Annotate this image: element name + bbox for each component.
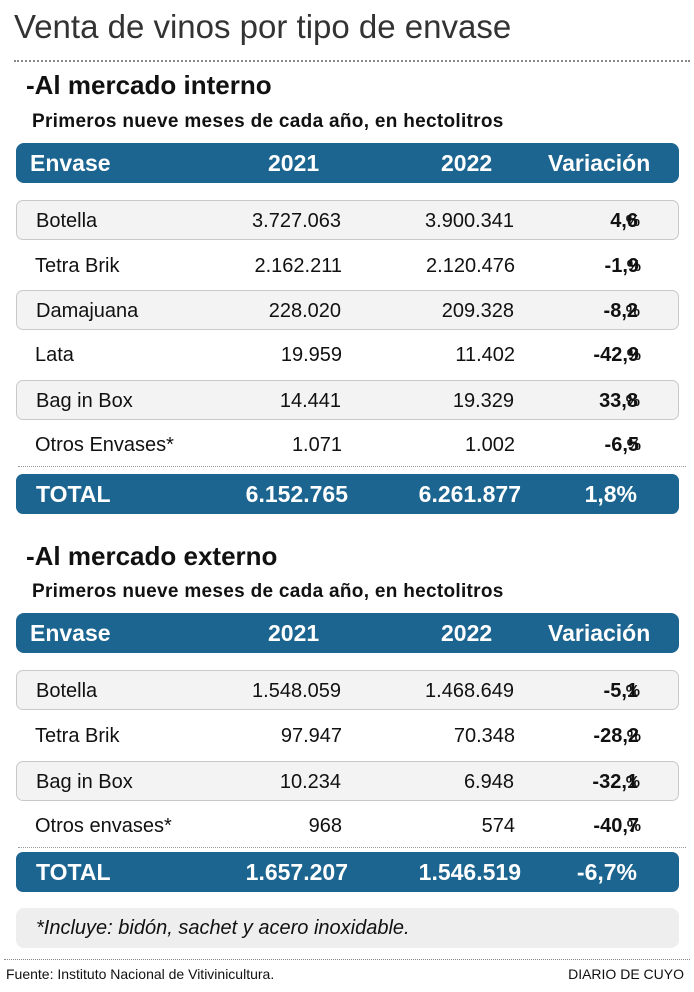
row-envase: Damajuana [36, 300, 139, 322]
total-2022: 6.261.877 [418, 481, 521, 507]
row-2022: 574 [481, 815, 515, 837]
row-variacion: -1,9 [604, 255, 639, 277]
row-percent: % [626, 437, 641, 454]
header-2022: 2022 [441, 150, 493, 176]
row-2022: 11.402 [455, 344, 515, 366]
footnote-text: *Incluye: bidón, sachet y acero inoxidab… [36, 917, 410, 939]
title-divider [14, 60, 690, 62]
row-2021: 1.071 [291, 434, 342, 456]
total-2022: 1.546.519 [418, 859, 521, 885]
row-percent: % [626, 728, 641, 745]
table-header-interno: Envase 2021 2022 Variación [16, 143, 679, 183]
row-variacion: 33,8 [599, 390, 638, 412]
row-2022: 209.328 [441, 300, 514, 322]
row-2022: 6.948 [463, 771, 514, 793]
source-credit: Fuente: Instituto Nacional de Vitivinicu… [6, 966, 275, 982]
row-percent: % [625, 393, 640, 410]
row-2021: 97.947 [280, 725, 342, 747]
row-percent: % [625, 213, 640, 230]
row-2022: 1.468.649 [425, 680, 514, 702]
row-variacion: -5,1 [603, 680, 638, 702]
total-label: TOTAL [36, 859, 111, 885]
row-variacion: 4,6 [610, 210, 638, 232]
row-variacion: -28,2 [593, 725, 639, 747]
row-envase: Tetra Brik [35, 255, 120, 277]
row-2021: 1.548.059 [252, 680, 341, 702]
total-variacion: 1,8% [584, 481, 637, 507]
table-row: Damajuana 228.020 209.328 -8,2 % [16, 290, 679, 330]
table-row: Otros Envases* 1.071 1.002 -6,5 % [16, 425, 679, 465]
row-envase: Tetra Brik [35, 725, 120, 747]
row-2022: 70.348 [453, 725, 515, 747]
row-variacion: -42,9 [593, 344, 639, 366]
total-row-interno: TOTAL 6.152.765 6.261.877 1,8% [16, 474, 679, 514]
row-variacion: -8,2 [603, 300, 638, 322]
footer-divider [4, 959, 690, 960]
row-envase: Otros Envases* [35, 434, 174, 456]
total-label: TOTAL [36, 481, 111, 507]
row-variacion: -32,1 [592, 771, 638, 793]
section-title-externo: -Al mercado externo [26, 541, 278, 571]
row-envase: Bag in Box [36, 771, 133, 793]
table-row: Botella 1.548.059 1.468.649 -5,1 % [16, 670, 679, 710]
row-divider [18, 847, 686, 848]
row-envase: Otros envases* [35, 815, 172, 837]
row-percent: % [626, 818, 641, 835]
section-subtitle-externo: Primeros nueve meses de cada año, en hec… [32, 581, 504, 602]
table-row: Otros envases* 968 574 -40,7 % [16, 806, 679, 846]
row-2021: 968 [308, 815, 342, 837]
total-variacion: -6,7% [576, 859, 637, 885]
total-row-externo: TOTAL 1.657.207 1.546.519 -6,7% [16, 852, 679, 892]
table-row: Tetra Brik 97.947 70.348 -28,2 % [16, 716, 679, 756]
table-row: Bag in Box 10.234 6.948 -32,1 % [16, 761, 679, 801]
total-2021: 1.657.207 [245, 859, 348, 885]
row-percent: % [625, 683, 640, 700]
row-2021: 14.441 [279, 390, 341, 412]
header-2022: 2022 [441, 620, 493, 646]
page-title: Venta de vinos por tipo de envase [14, 8, 512, 45]
header-variacion: Variación [548, 620, 651, 646]
row-percent: % [626, 347, 641, 364]
section-title-interno: -Al mercado interno [26, 70, 272, 100]
row-percent: % [625, 774, 640, 791]
header-2021: 2021 [268, 620, 320, 646]
row-envase: Botella [36, 680, 98, 702]
row-variacion: -40,7 [593, 815, 639, 837]
row-percent: % [626, 258, 641, 275]
footnote-box: *Incluye: bidón, sachet y acero inoxidab… [16, 908, 679, 948]
row-2021: 3.727.063 [252, 210, 341, 232]
table-row: Bag in Box 14.441 19.329 33,8 % [16, 380, 679, 420]
table-row: Botella 3.727.063 3.900.341 4,6 % [16, 200, 679, 240]
row-2021: 2.162.211 [254, 255, 343, 277]
row-envase: Botella [36, 210, 98, 232]
row-2022: 3.900.341 [425, 210, 514, 232]
header-2021: 2021 [268, 150, 320, 176]
total-2021: 6.152.765 [245, 481, 348, 507]
row-2021: 228.020 [268, 300, 341, 322]
table-row: Lata 19.959 11.402 -42,9 % [16, 335, 679, 375]
row-percent: % [625, 303, 640, 320]
row-envase: Bag in Box [36, 390, 133, 412]
header-variacion: Variación [548, 150, 651, 176]
row-2021: 10.234 [279, 771, 341, 793]
row-2022: 1.002 [464, 434, 515, 456]
header-envase: Envase [30, 620, 111, 646]
row-divider [18, 466, 686, 467]
row-2022: 19.329 [452, 390, 514, 412]
row-envase: Lata [35, 344, 74, 366]
publisher-credit: DIARIO DE CUYO [568, 966, 684, 982]
table-header-externo: Envase 2021 2022 Variación [16, 613, 679, 653]
header-envase: Envase [30, 150, 111, 176]
row-variacion: -6,5 [604, 434, 639, 456]
section-subtitle-interno: Primeros nueve meses de cada año, en hec… [32, 111, 504, 132]
row-2022: 2.120.476 [426, 255, 515, 277]
row-2021: 19.959 [280, 344, 342, 366]
table-row: Tetra Brik 2.162.211 2.120.476 -1,9 % [16, 246, 679, 286]
